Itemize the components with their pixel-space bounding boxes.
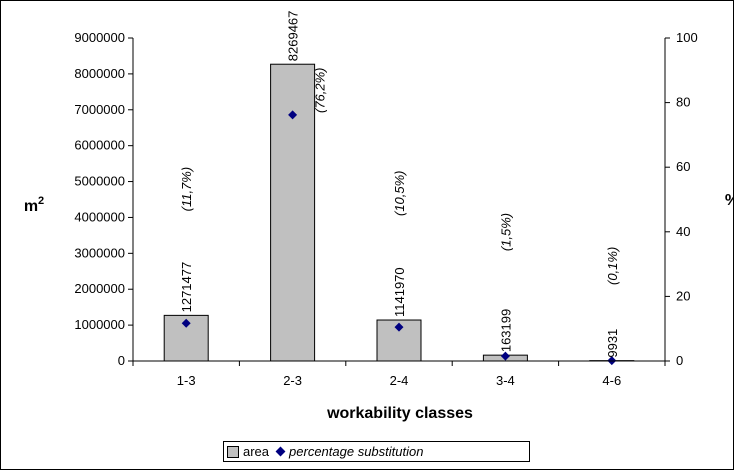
x-axis: 1-3 2-3 2-4 3-4 4-6 xyxy=(132,360,666,388)
percentage-point xyxy=(288,110,298,120)
left-tick-label: 2000000 xyxy=(74,281,125,296)
legend-label-percentage: percentage substitution xyxy=(289,444,424,459)
right-tick-label: 60 xyxy=(676,159,690,174)
left-tick-label: 4000000 xyxy=(74,209,125,224)
legend: area percentage substitution xyxy=(223,441,530,462)
bar-series-area xyxy=(163,63,635,362)
bar xyxy=(270,63,316,362)
percentage-point xyxy=(394,322,404,332)
percentage-label: (76,2%) xyxy=(313,67,328,113)
percentage-point xyxy=(181,318,191,328)
bar-value-label: 1141970 xyxy=(392,267,407,317)
left-tick-label: 8000000 xyxy=(74,66,125,81)
percentage-label: (11,7%) xyxy=(179,167,194,212)
right-tick-label: 40 xyxy=(676,224,690,239)
right-tick-label: 0 xyxy=(676,353,683,368)
right-tick-label: 100 xyxy=(676,30,698,45)
left-tick-label: 9000000 xyxy=(74,30,125,45)
right-tick-label: 80 xyxy=(676,95,690,110)
data-labels: 1271477 8269467 1141970 163199 9931 (11,7%) (7… xyxy=(179,11,620,358)
x-tick-label: 2-4 xyxy=(390,373,409,388)
x-axis-title: workability classes xyxy=(326,405,473,422)
bar-value-label: 163199 xyxy=(498,309,513,352)
percentage-label: (1,5%) xyxy=(498,213,513,251)
left-tick-label: 7000000 xyxy=(74,102,125,117)
x-tick-label: 4-6 xyxy=(602,373,621,388)
left-tick-label: 5000000 xyxy=(74,174,125,189)
left-tick-label: 1000000 xyxy=(74,317,125,332)
percentage-label: (10,5%) xyxy=(392,170,407,216)
right-tick-label: 20 xyxy=(676,288,690,303)
x-tick-label: 2-3 xyxy=(283,373,302,388)
x-tick-label: 1-3 xyxy=(177,373,196,388)
legend-marker-percentage xyxy=(275,446,286,457)
left-tick-label: 6000000 xyxy=(74,138,125,153)
left-axis-title: m2 xyxy=(24,195,44,215)
scatter-series-percentage xyxy=(181,110,617,366)
bar-value-label: 1271477 xyxy=(179,262,194,313)
x-tick-label: 3-4 xyxy=(496,373,515,388)
right-y-axis: 0 20 40 60 80 100 xyxy=(664,30,698,368)
percentage-label: (0,1%) xyxy=(605,247,620,285)
left-tick-label: 0 xyxy=(118,353,125,368)
percentage-point xyxy=(500,351,510,361)
right-axis-title: % xyxy=(725,192,734,209)
legend-label-area: area xyxy=(243,444,270,459)
left-tick-label: 3000000 xyxy=(74,245,125,260)
bar-value-label: 9931 xyxy=(605,329,620,358)
legend-swatch-area xyxy=(227,445,239,458)
bar-value-label: 8269467 xyxy=(286,11,301,62)
left-y-axis: 0 1000000 2000000 3000000 4000000 5000000 6000… xyxy=(74,30,134,368)
